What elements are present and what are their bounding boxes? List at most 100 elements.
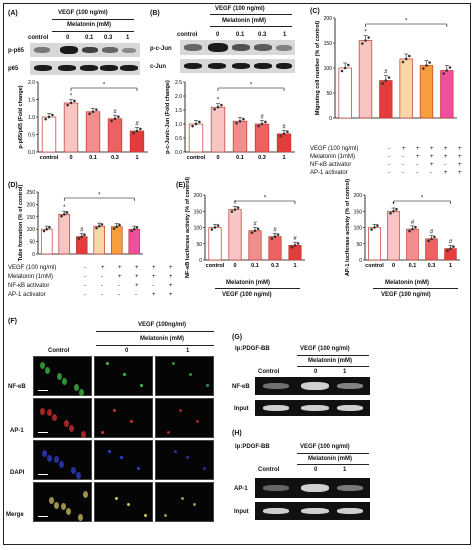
stained-cell — [64, 420, 69, 427]
data-point — [264, 120, 267, 124]
data-point — [65, 211, 69, 214]
data-point — [452, 245, 455, 248]
lane-label: 1 — [283, 32, 287, 38]
treatment-row-label: VEGF (100 ng/ml) — [310, 146, 359, 152]
significance-mark: * — [264, 196, 267, 202]
treatment-row-label: AP-1 activator — [310, 170, 348, 176]
treatment-sign: + — [444, 154, 448, 160]
significance-mark: # — [273, 227, 277, 233]
data-point — [69, 101, 73, 105]
row-label: NF-κB — [8, 384, 26, 390]
treatment-sign: - — [101, 292, 103, 298]
data-point — [233, 208, 237, 211]
data-point — [425, 64, 428, 67]
column-label: 1 — [186, 348, 190, 354]
microscopy-image — [33, 482, 92, 522]
stained-cell — [49, 497, 54, 504]
treatment-sign: + — [169, 265, 173, 271]
stained-cell — [174, 450, 177, 453]
stained-cell — [47, 409, 52, 416]
data-point — [376, 224, 379, 227]
y-tick-label: 150 — [324, 41, 333, 47]
microscopy-image — [155, 482, 214, 522]
x-tick-label: control — [206, 263, 225, 269]
data-point — [427, 239, 430, 243]
x-tick-label: 1 — [293, 263, 296, 269]
y-tick-label: 200 — [354, 193, 363, 199]
gel-strip — [255, 377, 370, 395]
y-tick-label: 200 — [27, 202, 36, 208]
x-tick-label: 0 — [69, 155, 72, 161]
microscopy-image — [155, 440, 214, 480]
bar — [93, 225, 106, 255]
column-label: Control — [258, 467, 280, 473]
data-point — [395, 208, 398, 211]
significance-mark: * — [70, 94, 73, 100]
data-point — [445, 69, 449, 72]
y-tick-label: 0.0 — [28, 150, 35, 156]
microscopy-image — [155, 398, 214, 438]
data-point — [91, 110, 95, 114]
vegf-label: VEGF (100 ng/ml) — [58, 10, 108, 16]
treatment-sign: + — [118, 274, 122, 280]
column-label: 1 — [343, 369, 347, 375]
data-point — [449, 247, 452, 250]
stained-cell — [127, 503, 130, 506]
lane-label: 0.1 — [85, 35, 94, 41]
data-point — [296, 242, 300, 245]
stained-cell — [144, 514, 147, 517]
data-point — [213, 226, 217, 229]
data-point — [293, 244, 297, 247]
stained-cell — [186, 456, 189, 459]
data-point — [213, 108, 216, 111]
y-axis-title: Migrating cell number (% of control) — [315, 21, 321, 115]
western-blot-strip — [30, 43, 140, 57]
x-tick-label: 0 — [233, 263, 236, 269]
x-tick-label: 0.1 — [251, 263, 259, 269]
significance-mark: * — [421, 196, 424, 202]
row-label: NF-κB — [232, 384, 250, 390]
microscopy-image — [33, 398, 92, 438]
data-point — [433, 235, 436, 239]
melatonin-label: Melatonin (mM) — [222, 18, 266, 24]
significance-mark: # — [449, 239, 453, 245]
significance-mark: # — [430, 230, 434, 236]
y-axis-title: AP-1 luciferase activity (% of control) — [345, 179, 351, 276]
treatment-sign: - — [101, 283, 103, 289]
treatment-sign: - — [84, 265, 86, 271]
bar — [358, 40, 373, 119]
lane-label: control — [177, 32, 198, 38]
stained-cell — [164, 514, 167, 517]
y-tick-label: 100 — [354, 226, 363, 232]
ip-label: Ip:PDGF-BB — [235, 444, 270, 450]
data-point — [242, 117, 245, 121]
column-label: 1 — [343, 467, 347, 473]
treatment-sign: + — [458, 170, 462, 176]
treatment-sign: - — [101, 274, 103, 280]
gel-strip — [255, 400, 370, 416]
data-point — [42, 229, 46, 233]
stained-cell — [193, 503, 196, 506]
y-tick-label: 50 — [29, 240, 35, 246]
stained-cell — [59, 461, 64, 468]
data-point — [135, 129, 139, 133]
bar — [41, 116, 57, 153]
blot-row-label: p-c-Jun — [150, 46, 172, 52]
treatment-sign: - — [388, 162, 390, 168]
data-point — [113, 117, 117, 121]
treatment-sign: - — [118, 292, 120, 298]
stained-cell — [81, 431, 86, 438]
treatment-sign: - — [416, 170, 418, 176]
bar — [85, 111, 101, 153]
data-point — [135, 226, 139, 229]
data-point — [238, 119, 242, 123]
x-tick-label: 0.3 — [428, 263, 436, 269]
figure-frame — [3, 3, 471, 545]
significance-mark: * — [63, 205, 66, 211]
panel-letter: (D) — [8, 182, 18, 189]
stained-cell — [54, 502, 59, 509]
bar — [440, 70, 454, 119]
data-point — [220, 103, 223, 107]
y-tick-label: 1.5 — [175, 108, 182, 114]
microscopy-image — [94, 482, 153, 522]
